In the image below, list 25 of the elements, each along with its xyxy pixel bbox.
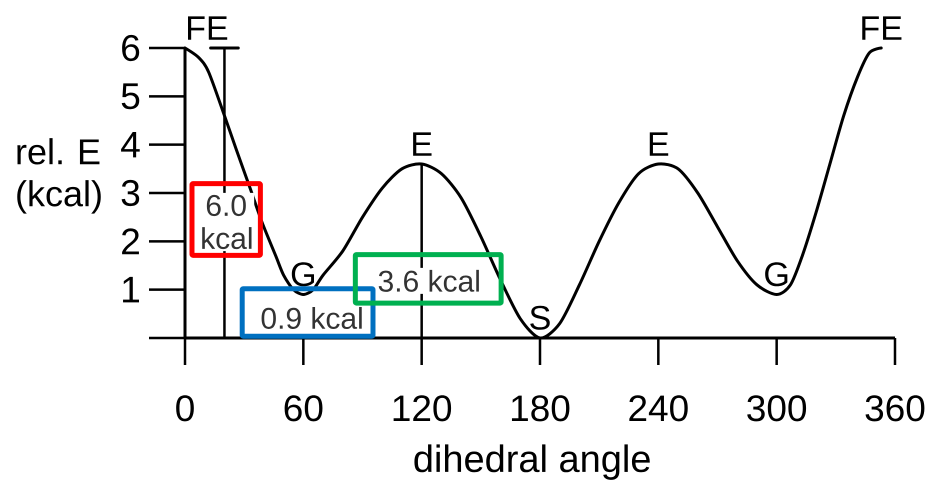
y-tick-label: 3 bbox=[122, 180, 140, 206]
x-tick-label: 240 bbox=[629, 395, 688, 422]
x-tick-label: 180 bbox=[512, 395, 570, 422]
x-axis-title: dihedral angle bbox=[414, 444, 650, 480]
y-tick-label: 5 bbox=[122, 83, 140, 110]
y-tick-label: 1 bbox=[123, 276, 139, 302]
annotation: 6.0 kcal bbox=[202, 194, 252, 250]
data-label: E bbox=[650, 132, 668, 156]
x-tick-label: 0 bbox=[176, 395, 194, 422]
data-label: FE bbox=[862, 16, 902, 40]
y-axis-title: rel. E (kcal) bbox=[17, 138, 101, 214]
x-tick-label: 300 bbox=[747, 395, 806, 422]
x-tick-label: 60 bbox=[284, 395, 322, 422]
y-tick-label: 4 bbox=[121, 132, 140, 158]
data-label: S bbox=[530, 306, 550, 330]
annotation: 0.9 kcal bbox=[262, 306, 362, 329]
y-tick-label: 2 bbox=[122, 228, 139, 254]
data-label: G bbox=[292, 262, 314, 286]
data-label: G bbox=[765, 262, 788, 286]
annotation: 3.6 kcal bbox=[378, 270, 479, 292]
y-tick-label: 6 bbox=[122, 34, 140, 62]
data-label: FE bbox=[188, 16, 228, 40]
data-label: E bbox=[413, 132, 432, 156]
x-tick-label: 120 bbox=[394, 395, 452, 422]
x-tick-label: 360 bbox=[866, 395, 924, 422]
